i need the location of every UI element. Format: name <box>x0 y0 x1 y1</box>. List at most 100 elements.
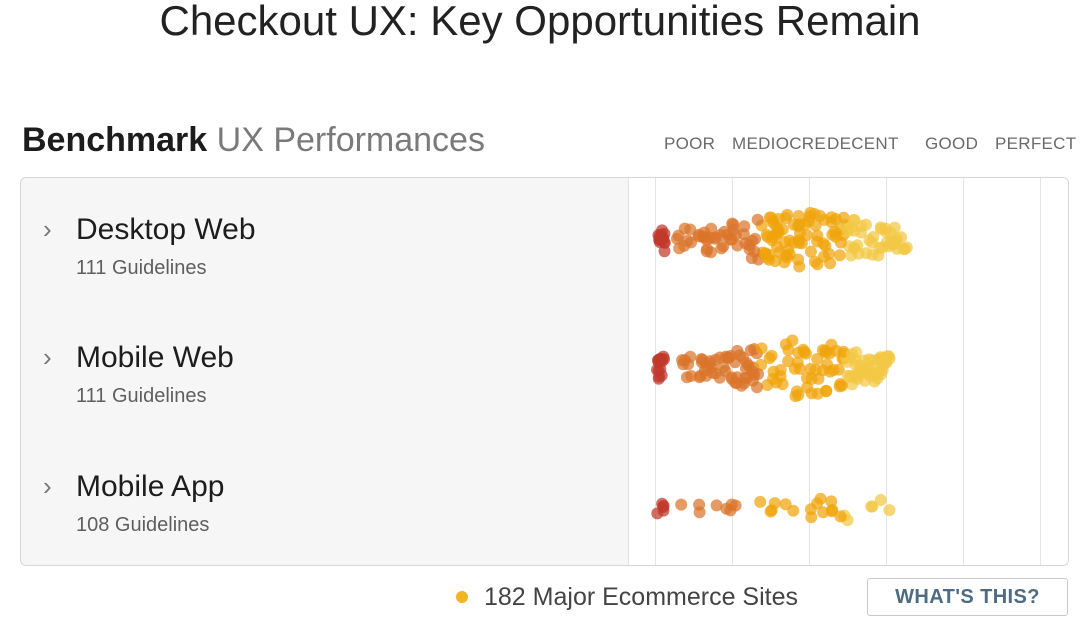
site-dot-161 <box>847 214 860 226</box>
site-dot-171 <box>817 250 830 263</box>
scale-label-perfect: PERFECT <box>995 134 1077 153</box>
row-title: Mobile Web <box>76 341 234 374</box>
site-dot-378 <box>725 498 738 511</box>
whats-this-button[interactable]: WHAT'S THIS? <box>867 578 1068 616</box>
row-desktop-web[interactable]: › Desktop Web 111 Guidelines <box>21 208 621 318</box>
site-dot-243 <box>827 364 840 376</box>
site-dot-342 <box>767 365 780 378</box>
legend-text: 182 Major Ecommerce Sites <box>484 583 799 611</box>
site-dot-362 <box>754 495 767 508</box>
site-dot-137 <box>793 236 805 249</box>
row-title: Desktop Web <box>76 213 256 246</box>
site-dot-136 <box>765 211 777 224</box>
section-heading: Benchmark UX Performances <box>22 120 485 160</box>
site-dot-126 <box>809 255 821 268</box>
site-dot-319 <box>866 354 879 367</box>
site-dot-166 <box>770 228 782 241</box>
site-dot-302 <box>694 369 707 382</box>
site-dot-57 <box>804 245 817 258</box>
site-dot-206 <box>763 352 776 365</box>
legend-dot-icon <box>456 591 468 603</box>
site-dot-307 <box>790 385 803 398</box>
row-mobile-web[interactable]: › Mobile Web 111 Guidelines <box>21 336 621 446</box>
benchmark-panel: › Desktop Web 111 Guidelines › Mobile We… <box>20 177 1069 566</box>
site-dot-326 <box>719 350 732 363</box>
site-dot-168 <box>672 229 685 242</box>
site-dot-334 <box>805 372 818 385</box>
site-dot-157 <box>749 232 762 245</box>
beeswarm-chart <box>628 178 1068 565</box>
site-dot-259 <box>797 343 810 356</box>
site-dot-149 <box>745 252 758 265</box>
site-dot-131 <box>787 218 800 231</box>
site-dot-373 <box>817 506 830 519</box>
site-dot-204 <box>755 358 767 371</box>
site-dot-151 <box>874 221 887 234</box>
site-dot-129 <box>829 230 842 243</box>
site-dot-372 <box>779 498 792 511</box>
gridline-good-perfect <box>963 178 964 565</box>
site-dot-368 <box>865 500 878 513</box>
chevron-right-icon: › <box>43 471 52 501</box>
site-dot-344 <box>706 361 718 374</box>
site-dot-134 <box>697 231 710 244</box>
site-dot-34 <box>751 213 764 226</box>
site-dot-339 <box>793 362 806 375</box>
scale-label-mediocre: MEDIOCRE <box>732 134 827 153</box>
page-title: Checkout UX: Key Opportunities Remain <box>159 0 921 44</box>
site-dot-340 <box>725 371 738 384</box>
site-dot-60 <box>700 245 713 258</box>
site-dot-170 <box>737 228 750 241</box>
site-dot-374 <box>764 505 777 518</box>
site-dot-123 <box>721 228 734 241</box>
site-dot-299 <box>655 369 668 382</box>
row-title: Mobile App <box>76 470 225 503</box>
site-dot-153 <box>837 211 850 224</box>
site-dots <box>651 206 913 527</box>
section-title-light: UX Performances <box>216 121 485 159</box>
site-dot-103 <box>814 209 826 222</box>
site-dot-328 <box>859 362 872 375</box>
site-dot-133 <box>709 232 721 245</box>
site-dot-337 <box>658 353 670 366</box>
site-dot-304 <box>731 344 744 357</box>
site-dot-159 <box>848 241 861 254</box>
site-dot-7 <box>658 245 671 258</box>
scale-label-good: GOOD <box>925 134 979 153</box>
site-dot-182 <box>811 353 824 365</box>
site-dot-59 <box>833 249 846 262</box>
chevron-right-icon: › <box>43 342 52 372</box>
site-dot-111 <box>897 243 910 255</box>
section-title-strong: Benchmark <box>22 121 208 159</box>
performance-scale: POOR MEDIOCRE DECENT GOOD PERFECT <box>600 134 1080 156</box>
site-dot-343 <box>833 380 846 393</box>
scale-label-poor: POOR <box>664 134 716 153</box>
site-dot-345 <box>883 504 896 517</box>
site-dot-282 <box>680 371 693 384</box>
site-dot-21 <box>792 253 805 266</box>
site-dot-310 <box>740 362 752 375</box>
site-dot-106 <box>739 237 752 250</box>
site-dot-360 <box>825 495 838 508</box>
scale-label-decent: DECENT <box>827 134 899 153</box>
site-dot-322 <box>696 356 708 369</box>
row-guidelines-count: 111 Guidelines <box>76 385 207 407</box>
gridline-perfect <box>1040 178 1041 565</box>
site-dot-152 <box>678 239 691 252</box>
site-dot-327 <box>755 342 768 355</box>
site-dot-146 <box>794 227 806 239</box>
site-dot-154 <box>652 229 665 242</box>
site-dot-333 <box>876 357 889 370</box>
row-guidelines-count: 108 Guidelines <box>76 514 210 536</box>
site-dot-350 <box>874 494 887 506</box>
site-dot-75 <box>783 234 796 247</box>
site-dot-158 <box>804 206 817 219</box>
row-mobile-app[interactable]: › Mobile App 108 Guidelines <box>21 465 621 565</box>
site-dot-308 <box>786 334 799 347</box>
site-dot-377 <box>693 498 706 511</box>
site-dot-147 <box>809 219 822 232</box>
site-dot-341 <box>825 338 838 351</box>
site-dot-366 <box>811 497 824 510</box>
site-dot-315 <box>848 353 861 366</box>
site-dot-164 <box>884 226 897 239</box>
